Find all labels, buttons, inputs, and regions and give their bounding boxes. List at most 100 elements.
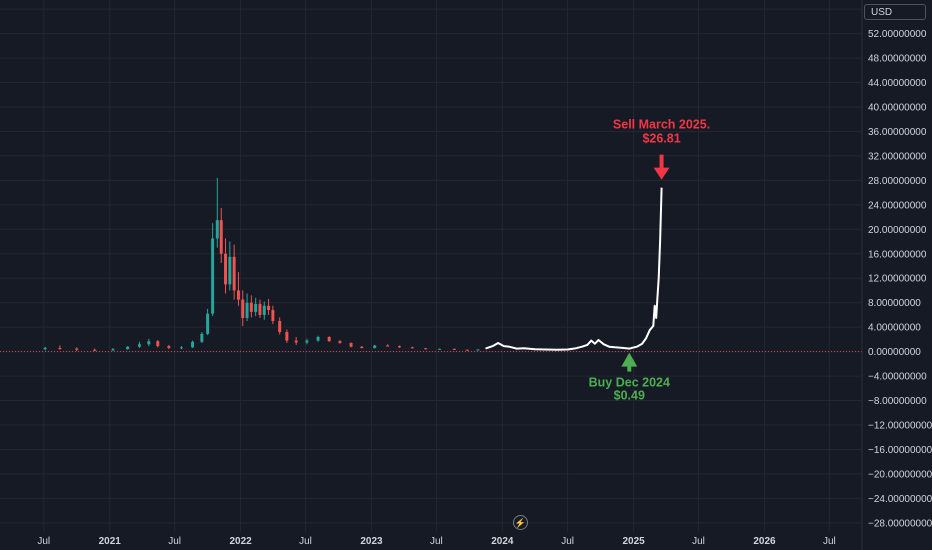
candle-body [219, 220, 223, 254]
candle-body [224, 253, 228, 285]
y-tick-label: −4.00000000 [868, 372, 927, 383]
x-tick-label: Jul [299, 536, 312, 547]
y-tick-label: −8.00000000 [868, 396, 927, 407]
x-tick-label: Jul [692, 536, 705, 547]
lightning-icon[interactable]: ⚡ [513, 515, 528, 530]
y-tick-label: 24.00000000 [868, 200, 927, 211]
candle-body [167, 346, 171, 348]
candle-body [111, 349, 115, 351]
x-tick-label: 2024 [491, 536, 514, 547]
candle-body [294, 340, 298, 343]
x-tick-label: 2026 [753, 536, 776, 547]
sell-annotation-label: $26.81 [642, 132, 680, 146]
candle-body [245, 302, 249, 318]
candle-body [360, 346, 364, 348]
y-tick-label: 44.00000000 [868, 78, 927, 89]
y-tick-label: −20.00000000 [868, 469, 932, 480]
y-tick-label: 28.00000000 [868, 176, 927, 187]
candle-body [338, 341, 342, 344]
x-tick-label: Jul [430, 536, 443, 547]
y-tick-label: −28.00000000 [868, 518, 932, 529]
candle-body [262, 305, 266, 315]
projection-line [485, 187, 663, 351]
annotation-layer: Sell March 2025.$26.81 Buy Dec 2024$0.49 [589, 118, 711, 403]
buy-arrow-shaft [627, 365, 632, 372]
y-tick-label: −16.00000000 [868, 445, 932, 456]
candle-body [147, 341, 151, 345]
candle-body [232, 256, 236, 291]
candle-body [211, 238, 215, 314]
candle-body [424, 348, 428, 350]
y-tick-label: 48.00000000 [868, 54, 927, 65]
x-tick-label: 2022 [229, 536, 252, 547]
x-tick-label: 2025 [622, 536, 645, 547]
candle-body [236, 290, 240, 300]
candle-body [179, 347, 183, 349]
candle-body [327, 336, 331, 342]
buy-arrow-head [621, 352, 638, 367]
y-tick-label: −24.00000000 [868, 494, 932, 505]
candle-body [228, 256, 232, 285]
candle-body [126, 346, 130, 350]
candle-body [271, 310, 275, 322]
candle-body [249, 302, 253, 312]
candle-body [241, 299, 245, 318]
x-tick-label: 2021 [99, 536, 122, 547]
candle-body [410, 347, 414, 349]
candle-body [191, 341, 195, 348]
candle-body [452, 348, 456, 350]
time-axis[interactable]: Jul 2021 Jul 2022 Jul 2023 Jul 2024 Jul 2025 Jul 20… [37, 536, 835, 547]
x-tick-label: Jul [168, 536, 181, 547]
candle-series [43, 177, 480, 351]
y-tick-label: 4.00000000 [868, 323, 921, 334]
candle-body [206, 313, 210, 334]
candle-body [397, 346, 401, 348]
y-tick-label: 12.00000000 [868, 274, 927, 285]
candle-body [386, 345, 390, 347]
buy-annotation-label: $0.49 [614, 389, 645, 403]
candle-body [476, 349, 480, 351]
candle-body [156, 341, 160, 347]
candle-body [267, 305, 271, 311]
y-tick-label: 32.00000000 [868, 151, 927, 162]
candle-body [75, 348, 79, 350]
price-axis[interactable]: 56.0000000052.0000000048.0000000044.0000… [868, 5, 932, 530]
candle-body [373, 345, 377, 348]
y-tick-label: −12.00000000 [868, 420, 932, 431]
x-tick-label: Jul [823, 536, 836, 547]
y-tick-label: 0.00000000 [868, 347, 921, 358]
candle-body [316, 336, 320, 341]
projection-series [485, 187, 663, 351]
currency-badge[interactable]: USD [864, 4, 926, 20]
candle-body [465, 349, 469, 351]
y-tick-label: 36.00000000 [868, 127, 927, 138]
candle-body [43, 347, 47, 350]
x-tick-label: Jul [561, 536, 574, 547]
buy-annotation-label: Buy Dec 2024 [589, 376, 670, 390]
candle-body [305, 340, 309, 343]
y-tick-label: 40.00000000 [868, 103, 927, 114]
candle-body [438, 348, 442, 350]
candle-body [215, 220, 219, 239]
x-tick-label: Jul [37, 536, 50, 547]
y-tick-label: 16.00000000 [868, 249, 927, 260]
sell-arrow-head [653, 167, 670, 180]
candle-body [137, 344, 141, 347]
candle-body [58, 347, 62, 349]
candle-body [278, 321, 282, 333]
candle-body [254, 303, 258, 312]
candle-body [349, 343, 353, 347]
sell-annotation-label: Sell March 2025. [613, 118, 710, 132]
candle-body [258, 303, 262, 315]
sell-arrow-shaft [659, 154, 664, 169]
candle-body [200, 333, 204, 342]
candle-body [93, 349, 97, 351]
grid-layer [0, 0, 862, 532]
y-tick-label: 20.00000000 [868, 225, 927, 236]
y-tick-label: 8.00000000 [868, 298, 921, 309]
x-tick-label: 2023 [360, 536, 383, 547]
candle-body [285, 332, 289, 341]
y-tick-label: 52.00000000 [868, 29, 927, 40]
